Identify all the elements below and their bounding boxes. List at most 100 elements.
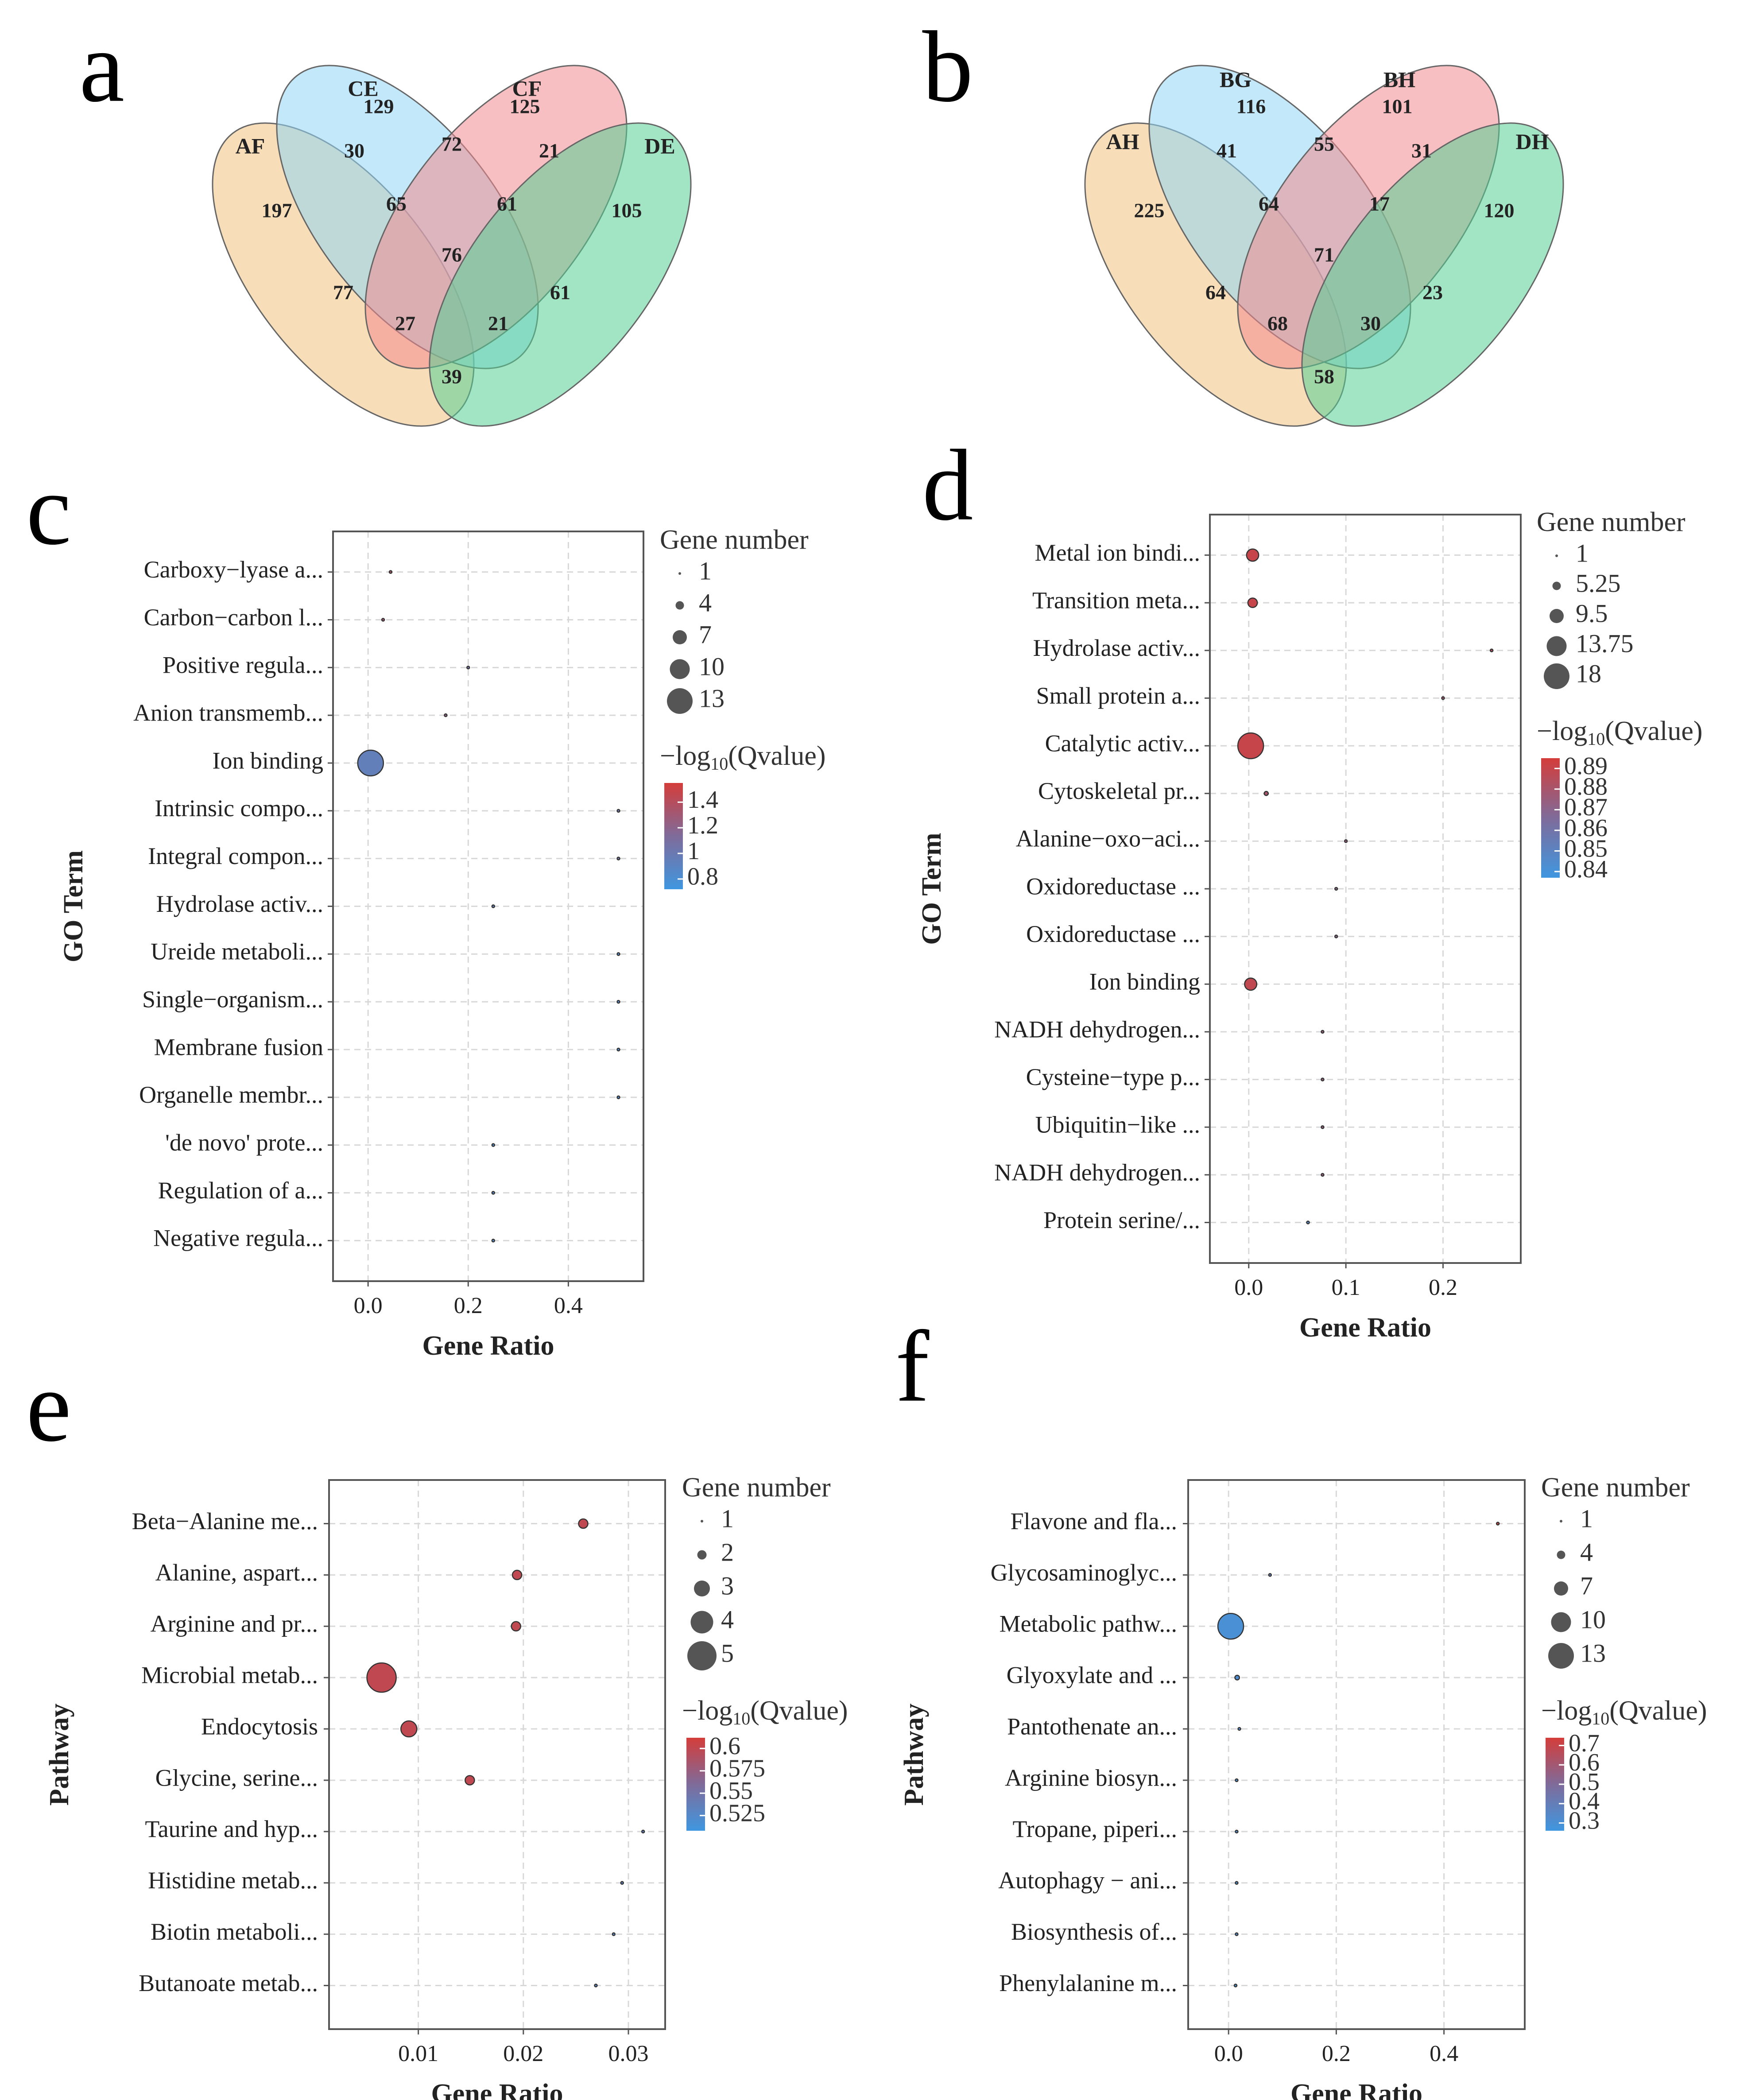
venn-set-label-CE: CE [348, 76, 378, 101]
data-point [1344, 839, 1348, 843]
term-label: Cysteine−type p... [1026, 1064, 1200, 1090]
venn-set-label-BG: BG [1220, 67, 1252, 92]
term-label: Transition meta... [1032, 587, 1200, 614]
x-tick-label: 0.0 [1214, 2041, 1243, 2066]
x-axis-title: Gene Ratio [422, 1331, 554, 1361]
data-point [578, 1518, 589, 1529]
size-legend-dot [1560, 1520, 1562, 1523]
term-label: Single−organism... [142, 986, 323, 1013]
venn-region-count: 21 [488, 312, 508, 335]
x-tick-label: 0.02 [503, 2041, 543, 2066]
size-legend-label: 9.5 [1576, 599, 1608, 628]
term-label: Beta−Alanine me... [132, 1508, 318, 1534]
color-bar-label: 0.5 [1569, 1768, 1600, 1796]
data-point [400, 1720, 418, 1738]
data-point [1235, 1932, 1239, 1936]
venn-set-label-DE: DE [644, 133, 675, 158]
color-bar-label: 0.525 [709, 1800, 765, 1827]
data-point [1237, 1727, 1241, 1731]
venn-region-count: 58 [1314, 365, 1334, 388]
data-point [1263, 790, 1269, 796]
data-point [1237, 732, 1264, 759]
size-legend-dot [694, 1581, 710, 1596]
panel-letter-e: e [26, 1350, 71, 1463]
data-point [641, 1829, 645, 1834]
venn-set-label-CF: CF [512, 76, 542, 101]
size-legend-label: 10 [1580, 1605, 1606, 1634]
data-point [1489, 648, 1494, 653]
term-label: Alanine−oxo−aci... [1016, 825, 1200, 852]
panel-letter-c: c [26, 453, 71, 566]
data-point [491, 1239, 496, 1243]
term-label: Arginine biosyn... [1005, 1764, 1177, 1791]
data-point [491, 1191, 496, 1195]
term-label: Positive regula... [163, 652, 323, 678]
color-bar-label: 0.89 [1564, 752, 1608, 780]
venn-region-count: 61 [497, 193, 517, 215]
term-label: Histidine metab... [148, 1867, 318, 1894]
size-legend-dot [687, 1641, 717, 1670]
term-label: Hydrolase activ... [156, 891, 323, 917]
data-point [1334, 934, 1338, 938]
size-legend-label: 4 [699, 588, 712, 617]
term-label: Ion binding [1089, 969, 1201, 995]
bubble-chart-e: Beta−Alanine me... Alanine, aspart... Argi… [44, 1472, 848, 2100]
data-point [1321, 1077, 1325, 1081]
data-point [466, 666, 470, 670]
term-label: Oxidoreductase ... [1026, 873, 1200, 899]
size-legend-dot [1557, 1550, 1565, 1559]
color-bar-label: 0.85 [1564, 835, 1608, 862]
x-tick-label: 0.4 [554, 1293, 583, 1318]
term-label: Organelle membr... [139, 1081, 323, 1108]
venn-set-DH-ellipse [1301, 122, 1564, 427]
size-legend-label: 1 [699, 556, 712, 585]
y-axis-title: Pathway [899, 1704, 929, 1806]
size-legend-dot [1555, 554, 1558, 557]
term-label: Biotin metaboli... [151, 1918, 318, 1945]
term-label: Phenylalanine m... [999, 1970, 1177, 1996]
venn-set-label-AH: AH [1106, 129, 1139, 154]
term-label: NADH dehydrogen... [994, 1159, 1200, 1186]
size-legend-label: 1 [1580, 1504, 1593, 1533]
venn-region-count: 21 [539, 139, 559, 162]
bubble-chart-c: Carboxy−lyase a... Carbon−carbon l... Posi… [58, 525, 825, 1361]
venn-region-count: 125 [510, 95, 540, 118]
venn-region-count: 197 [262, 199, 292, 222]
bubble-chart-f: Flavone and fla... Glycosaminoglyc... Meta… [899, 1472, 1707, 2100]
data-point [1321, 1125, 1325, 1129]
color-bar-label: 0.84 [1564, 856, 1608, 883]
term-label: Small protein a... [1036, 682, 1200, 709]
color-bar-label: 0.575 [709, 1755, 765, 1782]
term-label: Hydrolase activ... [1033, 635, 1200, 661]
size-legend-label: 13.75 [1576, 629, 1634, 658]
term-label: Carbon−carbon l... [144, 604, 323, 631]
data-point [616, 1000, 620, 1004]
venn-region-count: 64 [1205, 281, 1226, 304]
term-label: Cytoskeletal pr... [1038, 778, 1200, 804]
data-point [366, 1662, 397, 1693]
plot-frame [328, 1479, 666, 2030]
color-bar-label: 1 [687, 837, 700, 865]
term-label: Membrane fusion [154, 1034, 323, 1060]
size-legend-label: 13 [699, 684, 725, 713]
data-point [620, 1881, 624, 1885]
size-legend-dot [670, 659, 690, 679]
term-label: Ureide metaboli... [151, 938, 323, 965]
color-bar [664, 783, 683, 889]
size-legend-label: 18 [1576, 659, 1601, 688]
term-label: Flavone and fla... [1011, 1508, 1177, 1534]
x-tick-label: 0.4 [1430, 2041, 1458, 2066]
term-label: Intrinsic compo... [155, 795, 323, 821]
data-point [511, 1569, 523, 1581]
term-label: Protein serine/... [1043, 1207, 1200, 1233]
size-legend-dot [697, 1550, 707, 1560]
venn-region-count: 77 [333, 281, 353, 304]
size-legend-dot [1550, 609, 1564, 623]
venn-region-count: 27 [395, 312, 415, 335]
data-point [1217, 1613, 1244, 1640]
data-point [1334, 887, 1338, 891]
data-point [1244, 977, 1258, 991]
data-point [1234, 1674, 1240, 1681]
data-point [465, 1775, 475, 1786]
term-label: Carboxy−lyase a... [144, 556, 323, 583]
